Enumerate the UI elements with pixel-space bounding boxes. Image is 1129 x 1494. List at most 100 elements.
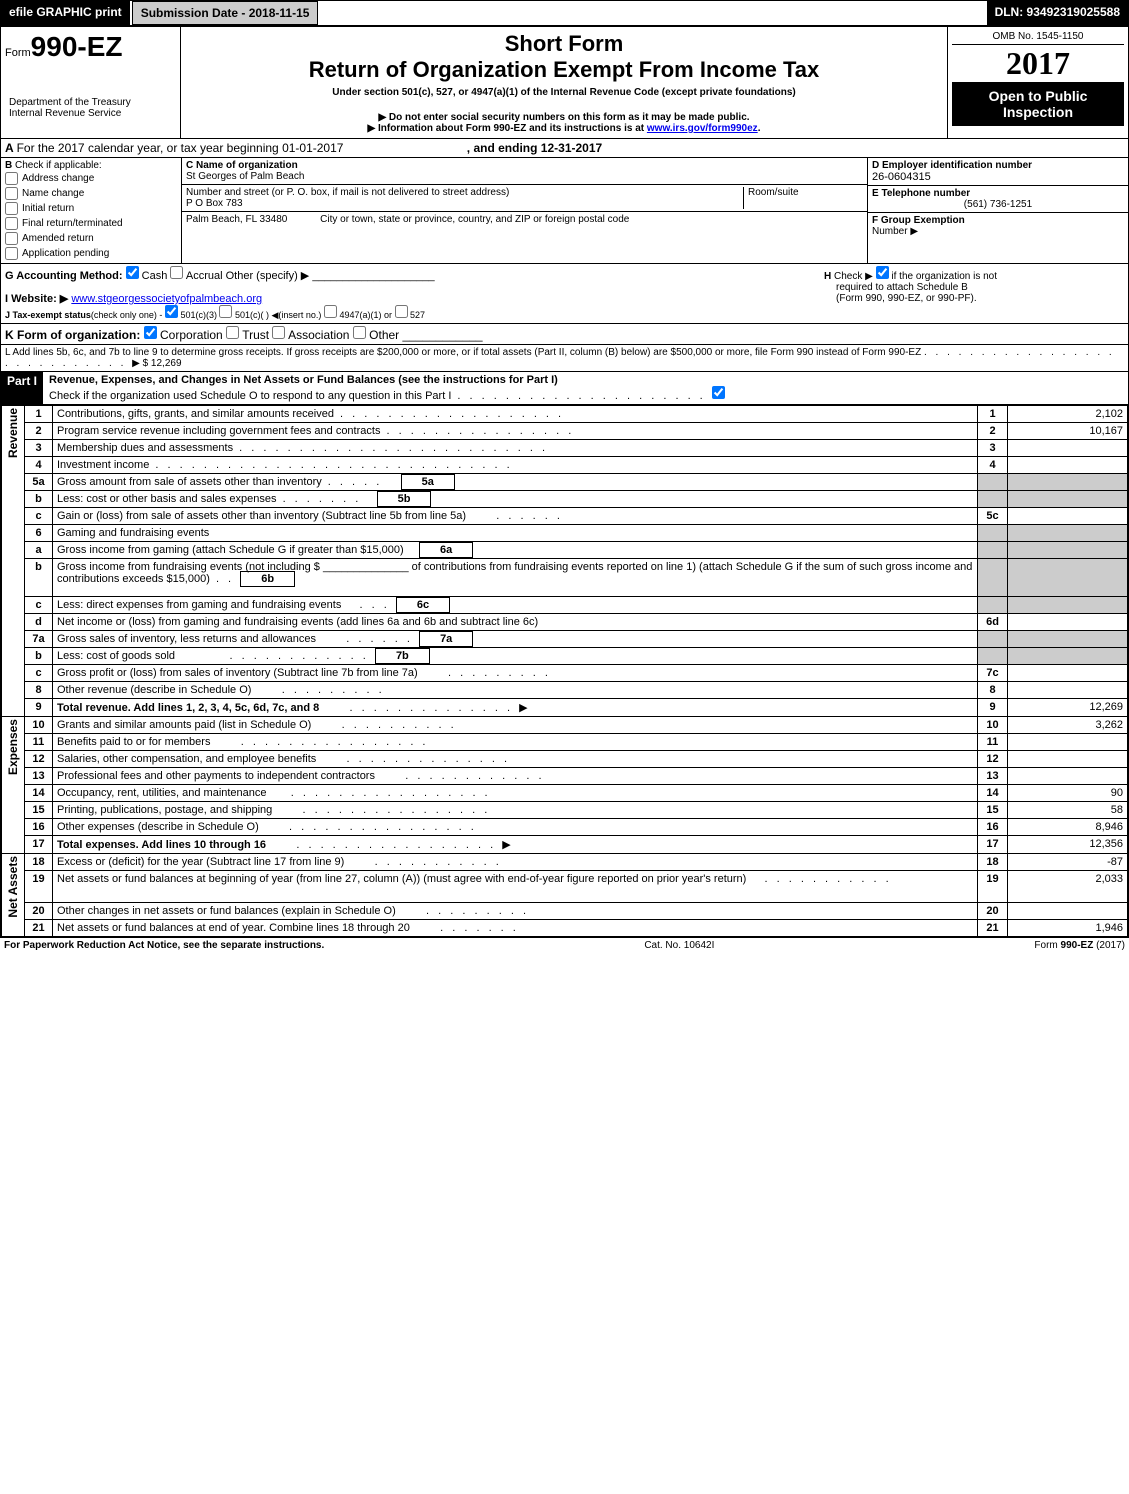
open-to-public: Open to Public Inspection [952,82,1124,126]
netassets-label: Net Assets [6,856,20,918]
line-7a-desc: Gross sales of inventory, less returns a… [53,631,978,648]
form-container: efile GRAPHIC print Submission Date - 20… [0,0,1129,938]
line-12-desc: Salaries, other compensation, and employ… [53,751,978,768]
line-17-amt: 12,356 [1008,836,1128,854]
chk-corp[interactable] [144,326,157,339]
short-form-title: Short Form [185,31,943,57]
k-trust: Trust [242,328,269,342]
street-value: P O Box 783 [186,198,243,209]
line-7b-desc: Less: cost of goods sold . . . . . . . .… [53,648,978,665]
street-label: Number and street (or P. O. box, if mail… [186,187,509,198]
line-19-amt: 2,033 [1008,871,1128,903]
line-2-amt: 10,167 [1008,423,1128,440]
h-text2: if the organization is not [891,271,997,282]
l-text: L Add lines 5b, 6c, and 7b to line 9 to … [5,347,921,358]
info-link[interactable]: www.irs.gov/form990ez [647,123,758,134]
main-table: Revenue 1Contributions, gifts, grants, a… [1,405,1128,937]
line-13-amt [1008,768,1128,785]
j-527: 527 [410,310,425,320]
chk-name-change[interactable]: Name change [5,186,177,201]
revenue-label: Revenue [6,408,20,458]
footer-mid: Cat. No. 10642I [644,940,714,951]
line-1-desc: Contributions, gifts, grants, and simila… [53,406,978,423]
line-l: L Add lines 5b, 6c, and 7b to line 9 to … [1,345,1128,372]
chk-other-org[interactable] [353,326,366,339]
form-number: Form990-EZ [5,31,176,63]
department: Department of the Treasury Internal Reve… [5,93,176,123]
line-6-desc: Gaming and fundraising events [53,525,978,542]
line-4-amt [1008,457,1128,474]
line-a-text: For the 2017 calendar year, or tax year … [17,141,344,155]
line-6a-desc: Gross income from gaming (attach Schedul… [53,542,978,559]
info-suffix: . [758,123,761,134]
phone-value: (561) 736-1251 [872,199,1124,210]
footer-right: Form 990-EZ (2017) [1034,940,1125,951]
chk-schedule-b[interactable] [876,266,889,279]
line-5c-desc: Gain or (loss) from sale of assets other… [53,508,978,525]
chk-527[interactable] [395,305,408,318]
line-6c-desc: Less: direct expenses from gaming and fu… [53,597,978,614]
open-line2: Inspection [958,104,1118,120]
open-line1: Open to Public [958,88,1118,104]
chk-final-return[interactable]: Final return/terminated [5,216,177,231]
b-label: Check if applicable: [15,160,102,171]
line-20-desc: Other changes in net assets or fund bala… [53,903,978,920]
chk-address-change[interactable]: Address change [5,171,177,186]
do-not-enter: ▶ Do not enter social security numbers o… [185,112,943,123]
dln: DLN: 93492319025588 [987,1,1128,25]
line-10-desc: Grants and similar amounts paid (list in… [53,717,978,734]
omb-number: OMB No. 1545-1150 [952,31,1124,45]
line-15-desc: Printing, publications, postage, and shi… [53,802,978,819]
part-i-title: Revenue, Expenses, and Changes in Net As… [49,374,558,386]
chk-initial-return[interactable]: Initial return [5,201,177,216]
chk-501c[interactable] [219,305,232,318]
form-990ez: 990-EZ [31,31,123,62]
line-18-amt: -87 [1008,854,1128,871]
chk-cash[interactable] [126,266,139,279]
line-a: A For the 2017 calendar year, or tax yea… [1,139,1128,158]
line-6d-desc: Net income or (loss) from gaming and fun… [53,614,978,631]
k-assoc: Association [288,328,349,342]
chk-application-pending[interactable]: Application pending [5,246,177,261]
j-4947: 4947(a)(1) or [339,310,392,320]
line-16-desc: Other expenses (describe in Schedule O) … [53,819,978,836]
part-i-sub: Check if the organization used Schedule … [49,390,451,402]
part-i-header: Part I Revenue, Expenses, and Changes in… [1,372,1128,405]
line-15-amt: 58 [1008,802,1128,819]
line-9-desc: Total revenue. Add lines 1, 2, 3, 4, 5c,… [53,699,978,717]
line-10-amt: 3,262 [1008,717,1128,734]
room-label: Room/suite [748,187,799,198]
k-other: Other [369,328,399,342]
line-5c-amt [1008,508,1128,525]
chk-accrual[interactable] [170,266,183,279]
line-11-desc: Benefits paid to or for members . . . . … [53,734,978,751]
chk-501c3[interactable] [165,305,178,318]
k-corp: Corporation [160,328,223,342]
chk-assoc[interactable] [272,326,285,339]
line-6b-desc: Gross income from fundraising events (no… [53,559,978,597]
return-title: Return of Organization Exempt From Incom… [185,57,943,83]
line-9-amt: 12,269 [1008,699,1128,717]
line-6d-amt [1008,614,1128,631]
line-13-desc: Professional fees and other payments to … [53,768,978,785]
header-row-1: Form990-EZ Department of the Treasury In… [1,27,1128,139]
line-21-desc: Net assets or fund balances at end of ye… [53,920,978,937]
line-11-amt [1008,734,1128,751]
line-3-desc: Membership dues and assessments . . . . … [53,440,978,457]
chk-4947[interactable] [324,305,337,318]
f-label2: Number ▶ [872,226,918,237]
chk-amended-return[interactable]: Amended return [5,231,177,246]
g-accrual: Accrual [186,270,223,282]
chk-schedule-o[interactable] [712,386,725,399]
j-501c: 501(c)( ) ◀(insert no.) [235,310,321,320]
part-i-bar: Part I [1,372,43,404]
line-8-desc: Other revenue (describe in Schedule O) .… [53,682,978,699]
line-8-amt [1008,682,1128,699]
j-501c3: 501(c)(3) [180,310,217,320]
line-7c-desc: Gross profit or (loss) from sales of inv… [53,665,978,682]
website-link[interactable]: www.stgeorgessocietyofpalmbeach.org [71,293,262,305]
chk-trust[interactable] [226,326,239,339]
l-amount: ▶ $ 12,269 [132,358,181,369]
line-14-amt: 90 [1008,785,1128,802]
e-label: E Telephone number [872,188,970,199]
